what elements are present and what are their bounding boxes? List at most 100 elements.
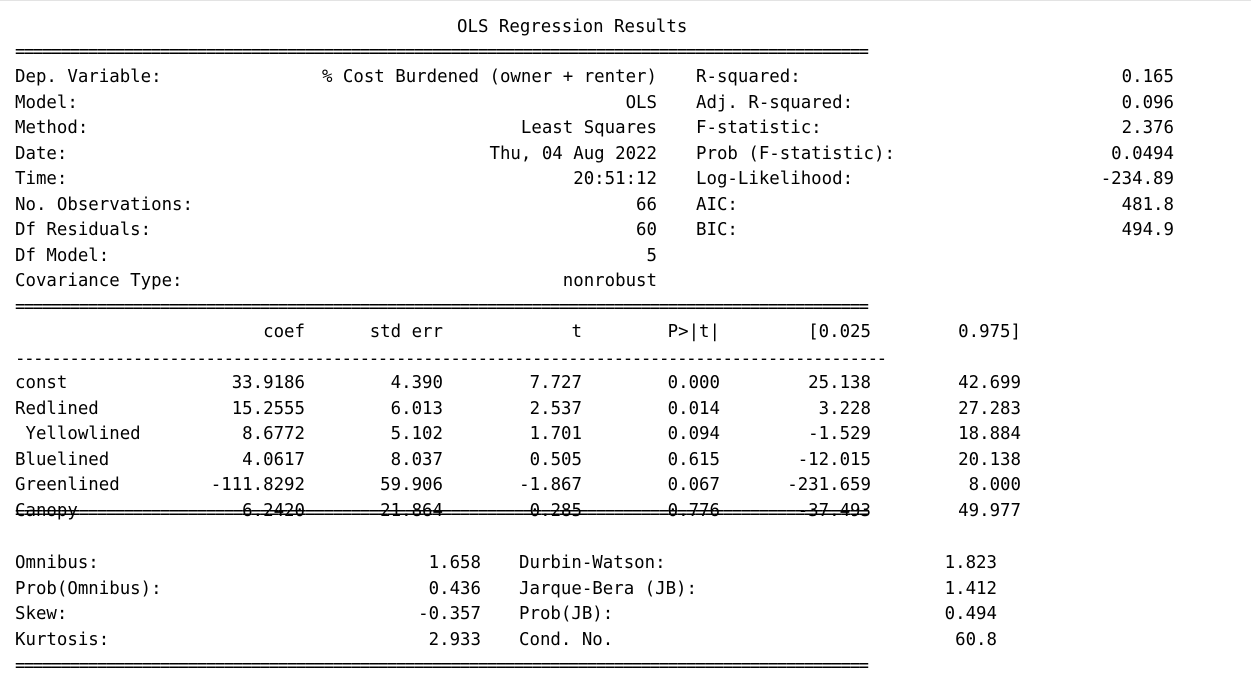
diag-value: 0.436 [428, 578, 481, 599]
header-value: Thu, 04 Aug 2022 [489, 143, 657, 164]
row-name: Greenlined [15, 475, 120, 495]
header-value: 0.0494 [1111, 143, 1174, 164]
column-header: P>|t| [667, 322, 720, 342]
row-name: const [15, 373, 68, 393]
header-label: Log-Likelihood: [696, 169, 854, 189]
header-label: Method: [15, 118, 89, 138]
column-header: coef [263, 322, 305, 342]
header-value: % Cost Burdened (owner + renter) [321, 67, 657, 87]
row-name: Yellowlined [15, 424, 141, 444]
table-cell: 27.283 [958, 398, 1021, 419]
header-value: OLS [625, 92, 657, 113]
header-label: Date: [15, 143, 68, 164]
header-label: Model: [15, 92, 78, 113]
header-value: 481.8 [1121, 194, 1174, 215]
diag-label: Prob(JB): [519, 604, 614, 624]
header-label: AIC: [696, 194, 738, 215]
table-cell: 6.013 [390, 398, 443, 419]
table-cell: 0.776 [667, 500, 720, 521]
header-value: 5 [646, 245, 657, 266]
header-value: 0.165 [1121, 67, 1174, 87]
table-cell: 7.727 [529, 373, 582, 393]
row-name: Bluelined [15, 449, 110, 470]
separator-double: ========================================… [15, 297, 869, 317]
table-cell: 0.067 [667, 475, 720, 495]
header-value: 0.096 [1121, 92, 1174, 113]
diag-label: Cond. No. [519, 629, 614, 650]
table-cell: 20.138 [958, 449, 1021, 470]
diag-label: Durbin-Watson: [519, 553, 666, 573]
diag-label: Kurtosis: [15, 629, 110, 650]
diag-label: Skew: [15, 604, 68, 624]
table-cell: 4.390 [390, 373, 443, 393]
table-cell: 5.102 [390, 424, 443, 444]
header-label: R-squared: [696, 67, 801, 87]
header-label: No. Observations: [15, 194, 193, 215]
header-label: Covariance Type: [15, 271, 183, 291]
table-cell: -1.867 [519, 475, 582, 495]
row-name: Redlined [15, 398, 99, 419]
table-cell: -111.8292 [210, 475, 305, 495]
table-cell: 42.699 [958, 373, 1021, 393]
header-value: 494.9 [1121, 220, 1174, 240]
table-cell: 15.2555 [231, 398, 305, 419]
column-header: t [571, 322, 582, 342]
table-cell: 0.505 [529, 449, 582, 470]
diag-value: 60.8 [955, 629, 997, 650]
table-cell: 3.228 [818, 398, 871, 419]
separator-double: ========================================… [15, 656, 869, 676]
row-name: Canopy [15, 500, 78, 521]
table-cell: 0.000 [667, 373, 720, 393]
table-cell: 33.9186 [231, 373, 305, 393]
table-cell: -12.015 [797, 449, 871, 470]
table-cell: -231.659 [787, 475, 871, 495]
table-cell: 21.864 [380, 500, 443, 521]
separator-double: ========================================… [15, 503, 869, 523]
table-cell: 4.0617 [242, 449, 305, 470]
table-cell: 25.138 [808, 373, 871, 393]
diag-label: Jarque-Bera (JB): [519, 578, 697, 599]
header-value: 66 [636, 194, 657, 215]
header-value: 60 [636, 220, 657, 240]
table-cell: 0.094 [667, 424, 720, 444]
table-cell: -1.529 [808, 424, 871, 444]
table-cell: 1.701 [529, 424, 582, 444]
header-label: Df Residuals: [15, 220, 152, 240]
column-header: 0.975] [958, 322, 1021, 342]
table-cell: 49.977 [958, 500, 1021, 521]
header-label: Df Model: [15, 245, 110, 266]
table-cell: 0.014 [667, 398, 720, 419]
diag-value: 2.933 [428, 629, 481, 650]
column-header: [0.025 [808, 322, 871, 342]
header-label: Prob (F-statistic): [696, 143, 895, 164]
header-label: Dep. Variable: [15, 67, 162, 87]
separator-double: ========================================… [15, 42, 869, 62]
table-cell: 8.037 [390, 449, 443, 470]
header-value: 20:51:12 [573, 169, 657, 189]
separator-single: ----------------------------------------… [15, 349, 887, 369]
page-title: OLS Regression Results [457, 17, 688, 37]
header-label: Time: [15, 169, 68, 189]
header-value: nonrobust [562, 271, 657, 291]
diag-value: 1.658 [428, 553, 481, 573]
diag-value: -0.357 [418, 604, 481, 624]
table-cell: 8.000 [968, 475, 1021, 495]
header-label: Adj. R-squared: [696, 92, 854, 113]
table-cell: 6.2420 [242, 500, 305, 521]
header-label: BIC: [696, 220, 738, 240]
diag-label: Prob(Omnibus): [15, 578, 162, 599]
table-cell: 0.615 [667, 449, 720, 470]
diag-value: 1.412 [944, 578, 997, 599]
table-cell: 0.285 [529, 500, 582, 521]
table-cell: 59.906 [380, 475, 443, 495]
top-border [0, 0, 1251, 1]
header-value: Least Squares [520, 118, 657, 138]
diag-value: 1.823 [944, 553, 997, 573]
table-cell: 2.537 [529, 398, 582, 419]
column-header: std err [369, 322, 443, 342]
table-cell: 8.6772 [242, 424, 305, 444]
table-cell: -37.493 [797, 500, 871, 521]
diag-label: Omnibus: [15, 553, 99, 573]
header-value: -234.89 [1100, 169, 1174, 189]
header-value: 2.376 [1121, 118, 1174, 138]
